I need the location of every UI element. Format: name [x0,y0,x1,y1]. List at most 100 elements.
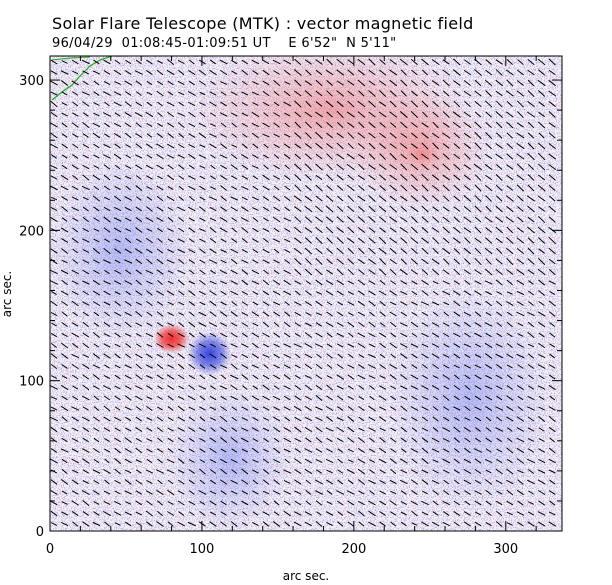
field-vector [495,195,503,202]
field-vector [188,511,195,516]
field-vector [135,343,142,348]
field-vector [410,174,419,181]
field-vector [432,164,439,170]
field-vector [453,406,461,411]
field-vector [124,448,132,453]
field-vector [103,280,111,285]
field-vector [146,353,153,359]
field-vector [432,142,440,150]
field-vector [390,385,397,390]
field-vector [485,437,492,443]
field-vector [177,405,185,412]
field-vector [145,269,154,275]
field-vector [188,321,196,328]
field-vector [431,448,440,453]
field-vector [325,458,334,464]
field-vector [432,406,439,411]
field-vector [516,353,525,359]
field-vector [262,301,270,306]
field-vector [516,416,525,422]
field-vector [273,385,280,390]
field-vector [50,217,58,222]
field-vector [199,416,206,422]
field-vector [358,490,365,495]
field-vector [209,469,217,474]
field-vector [125,343,132,348]
field-vector [516,343,525,348]
field-vector [135,258,143,265]
field-vector [538,353,546,359]
field-vector [474,332,482,338]
field-vector [442,269,450,275]
field-vector [72,343,79,348]
field-vector [93,511,100,516]
field-vector [199,479,206,485]
field-vector [347,479,354,485]
field-vector [463,479,472,485]
field-vector [516,279,525,286]
field-vector [304,448,313,453]
field-vector [241,186,249,190]
field-vector [294,79,302,87]
field-vector [484,100,493,108]
field-vector [156,290,164,296]
field-vector [336,374,345,380]
field-vector [273,406,280,411]
field-vector [251,469,259,474]
field-vector [336,247,344,255]
field-vector [485,227,493,233]
field-vector [283,448,291,453]
field-vector [474,416,482,422]
field-vector [347,258,355,265]
field-vector [368,332,376,338]
field-vector [453,143,461,149]
field-vector [157,175,163,180]
field-vector [379,227,386,233]
field-vector [443,343,450,348]
field-vector [273,122,280,128]
field-vector [367,364,377,369]
field-vector [135,363,142,370]
field-vector [61,122,68,128]
field-vector [61,164,68,170]
field-vector [538,448,546,453]
field-vector [71,448,79,453]
field-vector [146,448,153,453]
field-vector [442,290,451,296]
field-vector [178,217,185,222]
field-vector [399,268,408,276]
field-vector [283,153,291,160]
field-vector [421,205,429,213]
field-vector [452,69,461,76]
field-vector [548,490,556,495]
field-vector [50,80,58,86]
field-vector [505,195,514,202]
field-vector [516,69,524,76]
field-vector [252,301,259,306]
field-vector [400,216,408,223]
field-vector [548,384,556,391]
field-vector [252,185,259,191]
field-vector [283,353,291,359]
field-vector [463,205,472,213]
field-vector [516,184,525,192]
field-vector [103,143,111,149]
field-vector [357,69,365,76]
field-vector [113,217,122,222]
field-vector [188,59,195,65]
field-vector [114,206,122,212]
field-vector [347,374,355,380]
y-tick-label: 100 [19,375,44,390]
field-vector [316,353,322,359]
field-vector [188,185,196,191]
field-vector [220,374,227,380]
field-vector [241,102,248,106]
field-vector [463,269,471,275]
field-vector [124,280,133,285]
field-vector [114,522,121,526]
field-vector [421,153,429,160]
plot-subtitle: 96/04/29 01:08:45-01:09:51 UT E 6'52" N … [52,36,397,51]
field-vector [336,279,344,286]
field-vector [474,100,482,108]
field-vector [485,311,492,317]
